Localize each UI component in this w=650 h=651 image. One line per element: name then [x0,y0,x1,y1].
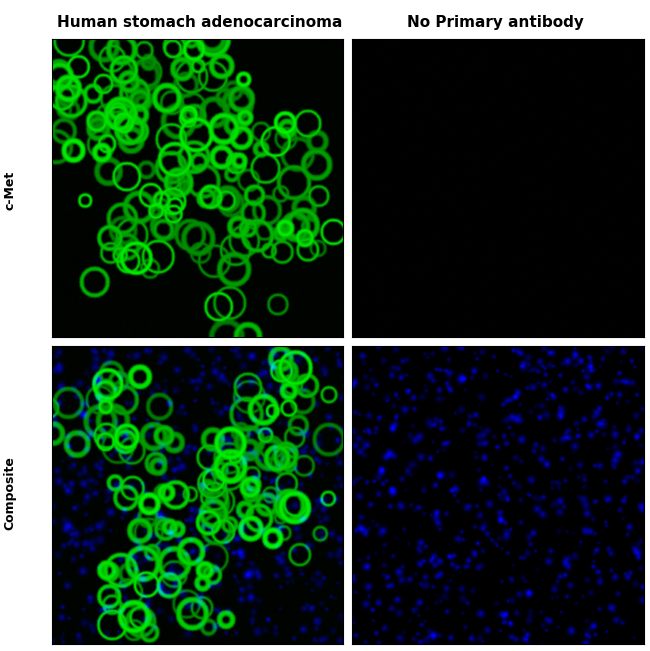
Text: No Primary antibody: No Primary antibody [407,15,584,31]
Text: Human stomach adenocarcinoma: Human stomach adenocarcinoma [57,15,343,31]
Text: Composite: Composite [3,456,16,530]
Text: c-Met: c-Met [3,171,16,210]
